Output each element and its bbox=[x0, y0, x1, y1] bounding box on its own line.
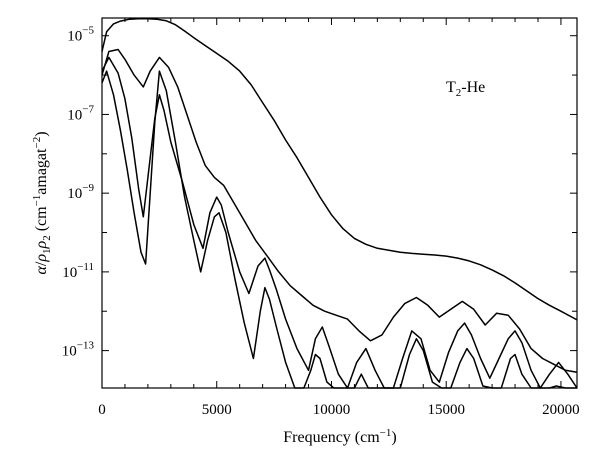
series-line-2 bbox=[101, 48, 578, 374]
y-tick-label: 10−9 bbox=[67, 182, 94, 202]
x-tick-label: 5000 bbox=[202, 402, 232, 418]
y-tick-label: 10−13 bbox=[62, 340, 95, 360]
x-axis-title: Frequency (cm−1) bbox=[283, 427, 396, 446]
x-tick-label: 20000 bbox=[542, 402, 580, 418]
x-tick-label: 0 bbox=[98, 402, 106, 418]
curves-group bbox=[101, 18, 578, 389]
series-line-1 bbox=[101, 18, 578, 321]
ticks-group: 0 5000 10000 15000 20000 10−5 10−7 10−9 10−11 10−… bbox=[62, 18, 580, 418]
annotation: T2-He bbox=[446, 79, 485, 99]
series-line-4 bbox=[101, 70, 577, 389]
plot-frame bbox=[101, 17, 578, 389]
x-tick-label: 10000 bbox=[313, 402, 351, 418]
x-tick-label: 15000 bbox=[427, 402, 465, 418]
series-line-3 bbox=[101, 56, 578, 389]
y-axis-title: α/ρ1ρ2 (cm−1amagat−2) bbox=[31, 131, 53, 274]
y-tick-label: 10−7 bbox=[67, 103, 94, 123]
y-tick-label: 10−5 bbox=[67, 25, 94, 45]
y-tick-label: 10−11 bbox=[62, 261, 94, 281]
